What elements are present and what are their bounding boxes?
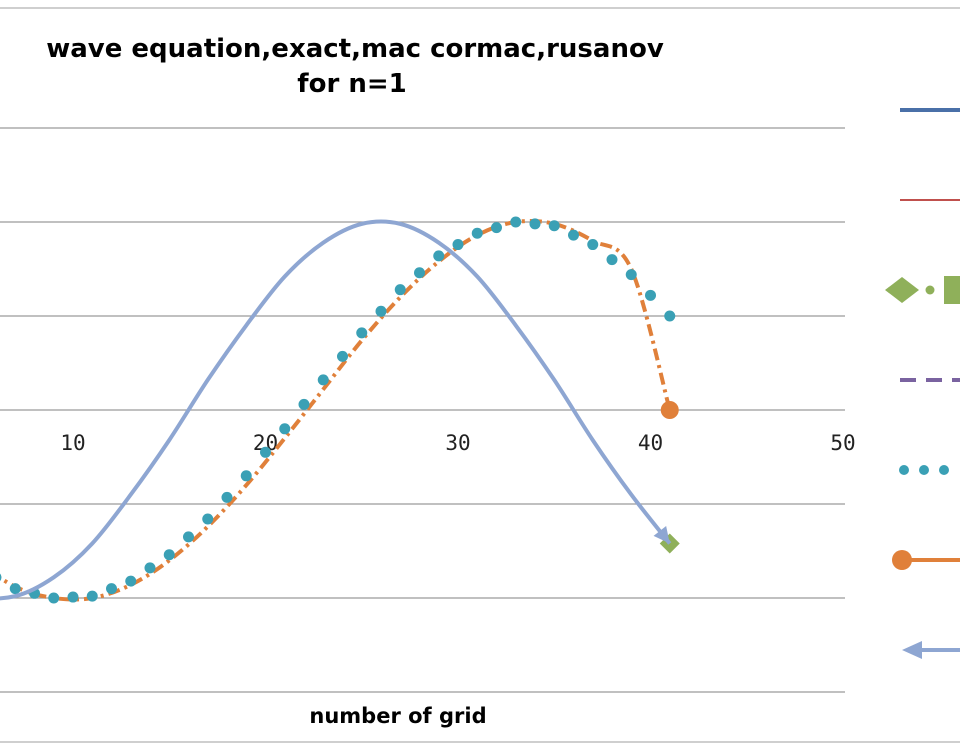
legend [885, 108, 960, 659]
data-point [510, 216, 522, 228]
series-s7 [0, 219, 672, 601]
data-point [491, 222, 502, 234]
data-point [279, 423, 291, 435]
data-point [587, 239, 599, 251]
legend-marker [899, 465, 909, 475]
data-point [9, 583, 21, 595]
data-point [375, 305, 387, 317]
x-tick-label: 10 [60, 431, 85, 455]
legend-marker [919, 465, 929, 475]
series-marker [660, 401, 679, 419]
legend-marker [939, 465, 949, 475]
legend-marker [892, 550, 912, 570]
data-point [471, 227, 483, 239]
data-point [221, 491, 233, 503]
legend-marker [944, 276, 960, 304]
data-point [625, 269, 637, 281]
data-point [568, 229, 579, 241]
legend-item-s6 [892, 550, 960, 570]
data-point [183, 531, 194, 543]
x-axis-label: number of grid [309, 704, 486, 728]
data-point [144, 562, 156, 574]
legend-marker [925, 285, 935, 295]
series-line [0, 219, 672, 601]
data-point [645, 289, 656, 301]
legend-item-s5 [899, 465, 949, 475]
legend-marker [885, 277, 919, 303]
data-point [298, 398, 310, 410]
chart-title-line-1: wave equation,exact,mac cormac,rusanov [46, 34, 664, 64]
data-point [317, 374, 329, 386]
data-point [125, 575, 137, 587]
plot-series [0, 216, 680, 604]
x-tick-label: 50 [830, 431, 855, 455]
legend-marker [902, 641, 922, 659]
data-point [86, 590, 98, 602]
data-point [529, 218, 541, 230]
legend-item-s3 [885, 276, 960, 304]
data-point [67, 591, 79, 603]
data-point [240, 470, 252, 482]
series-s6 [0, 218, 679, 602]
gridlines [0, 127, 845, 693]
data-point [260, 446, 271, 458]
data-point [548, 220, 560, 232]
data-point [394, 284, 406, 296]
data-point [356, 327, 368, 339]
data-point [337, 350, 348, 362]
data-point [163, 549, 175, 561]
x-tick-label: 30 [445, 431, 470, 455]
data-point [452, 239, 464, 251]
data-point [664, 310, 676, 322]
data-point [106, 583, 117, 595]
data-point [433, 250, 445, 262]
data-point [0, 573, 2, 582]
data-point [414, 267, 425, 279]
series-line [0, 218, 672, 602]
series-marker [653, 525, 670, 544]
chart-title-line-2: for n=1 [297, 69, 406, 99]
data-point [202, 513, 214, 525]
data-point [606, 254, 618, 266]
series-s5 [0, 216, 676, 604]
data-point [48, 592, 60, 604]
x-tick-label: 40 [638, 431, 663, 455]
legend-item-s7 [902, 641, 960, 659]
